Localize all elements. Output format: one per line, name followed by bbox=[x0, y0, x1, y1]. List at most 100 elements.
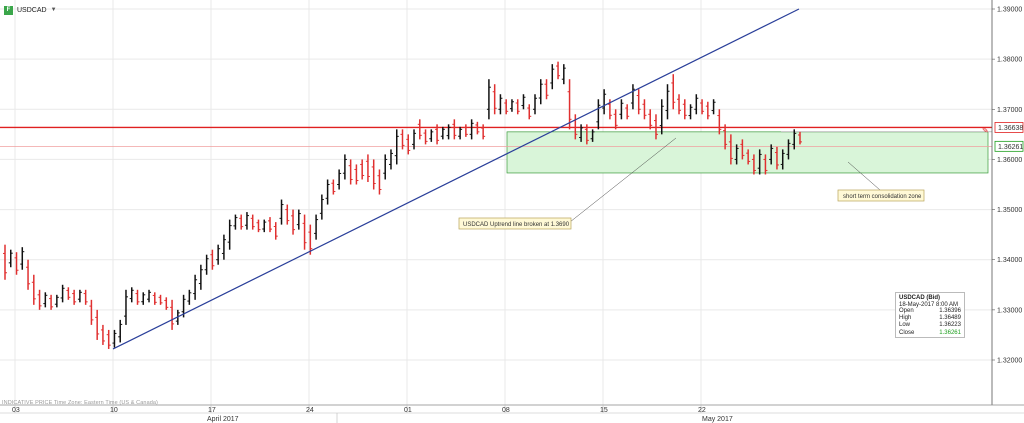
ohlc-bar bbox=[544, 79, 549, 100]
ohlc-bar bbox=[388, 149, 393, 170]
x-tick-label: 03 bbox=[12, 407, 20, 414]
x-tick-label: 10 bbox=[110, 407, 118, 414]
x-tick-label: 24 bbox=[306, 407, 314, 414]
ohlc-bar bbox=[325, 179, 330, 205]
ohlc-bar bbox=[561, 64, 566, 85]
ohlc-bar bbox=[268, 217, 272, 233]
ohlc-bar bbox=[193, 274, 198, 300]
ohlc-bar bbox=[648, 109, 653, 130]
ohlc-bar bbox=[653, 114, 658, 140]
ohlc-bar bbox=[630, 84, 635, 110]
x-tick-label: 08 bbox=[502, 407, 510, 414]
annotation-arrow bbox=[569, 137, 677, 223]
ohlc-bar bbox=[798, 131, 802, 145]
price-label-text: 1.36261 bbox=[998, 144, 1023, 151]
ohlc-bar bbox=[244, 212, 249, 230]
ohlc-bars bbox=[3, 61, 802, 349]
ohlc-bar bbox=[233, 214, 238, 230]
month-label: April 2017 bbox=[207, 416, 239, 423]
annotation-text: short term consolidation zone bbox=[843, 194, 922, 200]
ohlc-bar bbox=[584, 124, 589, 145]
ohlc-bar bbox=[170, 299, 175, 330]
ohlc-bar bbox=[515, 99, 520, 115]
ohlc-bar bbox=[550, 64, 555, 90]
ohlc-label: High bbox=[899, 315, 912, 322]
ohlc-bar bbox=[285, 204, 290, 225]
y-tick-label: 1.34000 bbox=[997, 257, 1022, 264]
ohlc-bar bbox=[123, 289, 128, 325]
ohlc-bar bbox=[538, 79, 543, 105]
ohlc-bar bbox=[135, 289, 140, 305]
x-tick-label: 17 bbox=[208, 407, 216, 414]
ohlc-bar bbox=[83, 289, 88, 305]
ohlc-bar bbox=[417, 119, 422, 140]
ohlc-bar bbox=[198, 264, 203, 290]
ohlc-bar bbox=[682, 99, 687, 120]
ohlc-bar bbox=[106, 329, 111, 349]
ohlc-bar bbox=[49, 294, 54, 310]
ohlc-value: 1.36223 bbox=[939, 322, 961, 329]
ohlc-bar bbox=[757, 149, 762, 175]
y-tick-label: 1.36000 bbox=[997, 157, 1022, 164]
ohlc-bar bbox=[279, 199, 284, 225]
ohlc-value: 1.36396 bbox=[939, 308, 961, 314]
ohlc-bar bbox=[72, 289, 77, 305]
ohlc-bar bbox=[723, 124, 728, 150]
ohlc-bar bbox=[590, 129, 595, 142]
ohlc-tooltip: USDCAD (Bid) 18-May-2017 8:00 AM Open 1.… bbox=[895, 292, 965, 338]
ohlc-bar bbox=[314, 214, 319, 240]
ohlc-bar bbox=[769, 144, 774, 165]
ohlc-bar bbox=[377, 169, 382, 195]
y-tick-label: 1.32000 bbox=[997, 358, 1022, 365]
chevron-down-icon[interactable]: ▼ bbox=[50, 7, 57, 13]
ohlc-bar bbox=[504, 99, 509, 115]
ohlc-bar bbox=[147, 289, 152, 303]
ohlc-row-low: Low 1.36223 bbox=[899, 322, 961, 329]
ohlc-bar bbox=[786, 139, 791, 160]
ohlc-bar bbox=[164, 297, 169, 310]
ohlc-bar bbox=[671, 74, 676, 110]
ohlc-bar bbox=[492, 84, 497, 115]
y-tick-label: 1.37000 bbox=[997, 107, 1022, 114]
ohlc-bar bbox=[763, 154, 768, 175]
price-label-text: 1.36638 bbox=[998, 125, 1023, 132]
ohlc-bar bbox=[475, 121, 480, 135]
ohlc-bar bbox=[239, 214, 244, 230]
ohlc-bar bbox=[780, 149, 785, 170]
ohlc-bar bbox=[394, 129, 399, 165]
ohlc-bar bbox=[302, 214, 307, 250]
ohlc-bar bbox=[412, 129, 417, 150]
ohlc-bar bbox=[3, 244, 7, 280]
ohlc-bar bbox=[141, 292, 146, 305]
y-tick-label: 1.39000 bbox=[997, 7, 1022, 14]
ohlc-bar bbox=[342, 154, 347, 180]
ohlc-bar bbox=[509, 99, 514, 112]
ohlc-bar bbox=[486, 79, 491, 120]
ohlc-bar bbox=[256, 219, 261, 233]
ohlc-bar bbox=[20, 247, 25, 270]
ohlc-bar bbox=[521, 94, 526, 110]
ohlc-bar bbox=[43, 292, 48, 308]
ohlc-bar bbox=[60, 284, 65, 303]
symbol-label[interactable]: USDCAD bbox=[17, 6, 47, 14]
ohlc-bar bbox=[129, 287, 134, 303]
ohlc-value: 1.36489 bbox=[939, 315, 961, 322]
ohlc-bar bbox=[262, 219, 267, 233]
ohlc-bar bbox=[371, 159, 376, 190]
annotation-box bbox=[458, 217, 572, 230]
ohlc-bar bbox=[613, 109, 618, 130]
ohlc-bar bbox=[89, 299, 94, 325]
ohlc-bar bbox=[406, 134, 411, 155]
ohlc-bar bbox=[435, 124, 440, 145]
ohlc-bar bbox=[440, 126, 445, 140]
ohlc-bar bbox=[210, 249, 215, 270]
ohlc-bar bbox=[717, 109, 722, 135]
annotations: USDCAD Uptrend line broken at 1.3690 shor… bbox=[458, 137, 925, 230]
ohlc-bar bbox=[100, 324, 105, 345]
ohlc-bar bbox=[746, 149, 751, 165]
ohlc-row-high: High 1.36489 bbox=[899, 315, 961, 322]
ohlc-bar bbox=[665, 84, 670, 120]
ohlc-bar bbox=[463, 124, 468, 137]
ohlc-bar bbox=[296, 209, 301, 230]
ohlc-bar bbox=[187, 289, 192, 305]
